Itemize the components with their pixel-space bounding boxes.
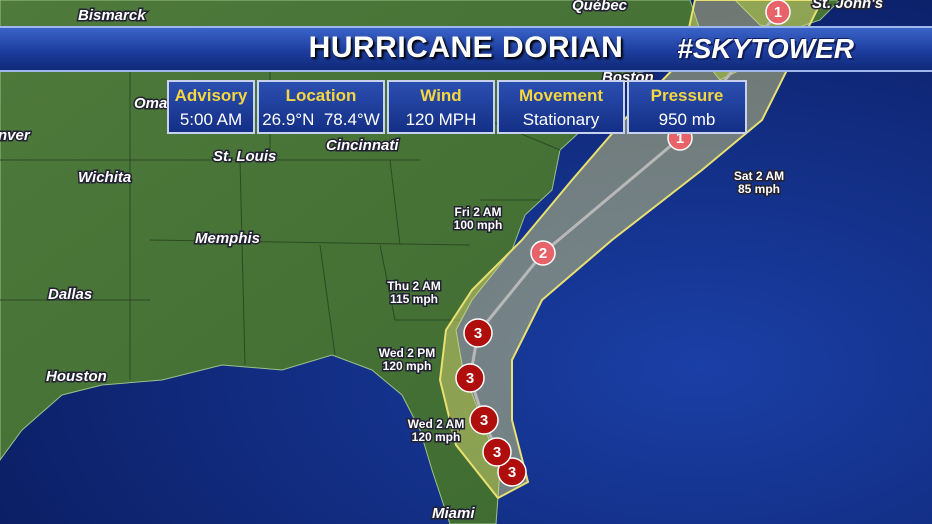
storm-marker xyxy=(463,318,493,348)
city-label: nver xyxy=(0,127,31,144)
forecast-time: Sat 2 AM xyxy=(734,169,784,183)
storm-marker xyxy=(530,240,556,266)
storm-marker xyxy=(765,0,791,25)
panel-cell: Advisory 5:00 AM xyxy=(167,80,255,134)
panel-value: 950 mb xyxy=(658,110,716,129)
panel-cell: Movement Stationary xyxy=(497,80,625,134)
storm-category: 2 xyxy=(539,245,547,262)
forecast-time: Fri 2 AM xyxy=(455,205,502,219)
storm-category: 3 xyxy=(480,412,488,429)
forecast-wind: 115 mph xyxy=(390,292,438,306)
storm-category: 1 xyxy=(676,130,684,147)
header-bar: HURRICANE DORIAN #SKYTOWER xyxy=(0,26,932,72)
forecast-time: Wed 2 PM xyxy=(379,346,435,360)
city-label: Wichita xyxy=(78,169,131,186)
city-label: Oma xyxy=(134,95,167,112)
forecast-wind: 85 mph xyxy=(738,182,780,196)
forecast-wind: 120 mph xyxy=(412,430,461,444)
brand: #SKYTOWER xyxy=(677,33,854,64)
city-label: St. John's xyxy=(812,0,883,12)
storm-category: 1 xyxy=(774,4,782,21)
panel-label: Advisory xyxy=(174,86,248,105)
storm-category: 3 xyxy=(474,325,482,342)
advisory-panel: Advisory 5:00 AM Location 26.9°N 78.4°W Wind… xyxy=(167,80,749,134)
panel-label: Location xyxy=(285,86,357,105)
panel-cell: Wind 120 MPH xyxy=(387,80,495,134)
panel-label: Wind xyxy=(420,86,462,105)
city-label: Dallas xyxy=(48,286,92,303)
storm-category: 3 xyxy=(493,444,501,461)
city-label: St. Louis xyxy=(213,148,276,165)
storm-category: 3 xyxy=(466,370,474,387)
storm-marker xyxy=(455,363,485,393)
panel-cell: Location 26.9°N 78.4°W xyxy=(257,80,385,134)
city-label: Québec xyxy=(572,0,628,14)
storm-marker xyxy=(469,405,499,435)
panel-label: Movement xyxy=(518,86,604,105)
city-label: Memphis xyxy=(195,230,260,247)
city-label: Bismarck xyxy=(78,7,146,24)
forecast-time: Wed 2 AM xyxy=(408,417,465,431)
city-label: Houston xyxy=(46,368,107,385)
storm-category: 3 xyxy=(508,464,516,481)
forecast-wind: 100 mph xyxy=(454,218,503,232)
panel-value: 120 MPH xyxy=(405,110,477,129)
title: HURRICANE DORIAN xyxy=(308,31,624,64)
panel-value: 5:00 AM xyxy=(179,110,243,129)
panel-value: 26.9°N 78.4°W xyxy=(262,110,380,129)
forecast-wind: 120 mph xyxy=(383,359,432,373)
storm-marker xyxy=(482,437,512,467)
panel-value: Stationary xyxy=(522,110,600,129)
panel-label: Pressure xyxy=(650,86,724,105)
city-label: Miami xyxy=(432,505,475,522)
city-label: Cincinnati xyxy=(326,137,399,154)
storm-marker xyxy=(497,457,527,487)
forecast-time: Thu 2 AM xyxy=(387,279,441,293)
panel-cell: Pressure 950 mb xyxy=(627,80,747,134)
